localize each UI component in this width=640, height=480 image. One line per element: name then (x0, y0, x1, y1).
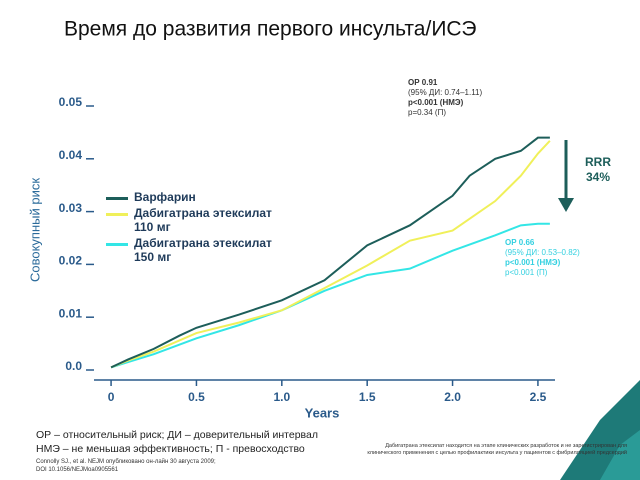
legend-item: Дабигатрана этексилат 150 мг (106, 236, 286, 264)
disclaimer: Дабигатрана этексилат находится на этапе… (367, 443, 627, 456)
y-tick-label: 0.03 (59, 201, 83, 215)
x-tick-label: 2.5 (530, 390, 547, 404)
y-tick-label: 0.05 (59, 95, 83, 109)
legend: Варфарин Дабигатрана этексилат 110 мг Даби… (106, 190, 286, 266)
legend-swatch (106, 243, 128, 246)
legend-label: Дабигатрана этексилат 150 мг (134, 236, 272, 264)
rrr-label: RRR (585, 155, 611, 169)
y-axis-label: Совокупный риск (27, 178, 42, 282)
x-tick-label: 1.0 (273, 390, 290, 404)
y-tick-label: 0.01 (59, 306, 83, 320)
reference-line: DOI 10.1056/NEJMoa0905561 (36, 467, 119, 473)
reference-line: Connolly SJ., et al. NEJM опубликовано о… (36, 459, 216, 465)
legend-item: Варфарин (106, 190, 286, 204)
footnote: НМЭ – не меньшая эффективность; П - прев… (36, 443, 305, 455)
x-tick-label: 1.5 (359, 390, 376, 404)
line-series (110, 140, 551, 369)
y-tick-label: 0.02 (59, 254, 83, 268)
y-tick-label: 0.04 (59, 148, 83, 162)
annotation-line: (95% ДИ: 0.74–1.11) (408, 88, 483, 97)
annotation-line: p<0.001 (НМЭ) (408, 98, 464, 107)
arrow-head (558, 198, 574, 212)
legend-label: Дабигатрана этексилат 110 мг (134, 206, 272, 234)
legend-label: Варфарин (134, 190, 196, 204)
rrr-value: 34% (586, 170, 610, 184)
annotation-line: p<0.001 (НМЭ) (505, 258, 561, 267)
reference: Connolly SJ., et al. NEJM опубликовано о… (36, 458, 216, 474)
decoration (600, 430, 640, 480)
footnote: ОР – относительный риск; ДИ – доверитель… (36, 429, 318, 441)
legend-item: Дабигатрана этексилат 110 мг (106, 206, 286, 234)
x-tick-label: 2.0 (444, 390, 461, 404)
x-tick-label: 0.5 (188, 390, 205, 404)
footnotes: ОР – относительный риск; ДИ – доверитель… (36, 428, 318, 456)
annotation: ОР 0.66 (95% ДИ: 0.53–0.82) p<0.001 (НМЭ) p… (505, 238, 580, 278)
x-axis-label: Years (305, 405, 340, 420)
annotation-line: p=0.34 (П) (408, 108, 446, 117)
line-series (110, 222, 550, 369)
legend-swatch (106, 197, 128, 200)
annotation-line: ОР 0.91 (408, 78, 438, 87)
x-tick-label: 0 (108, 390, 115, 404)
annotation-line: p<0.001 (П) (505, 268, 548, 277)
y-tick-label: 0.0 (65, 359, 82, 373)
chart-title: Время до развития первого инсульта/ИСЭ (64, 18, 476, 41)
line-series (110, 136, 550, 369)
annotation-line: ОР 0.66 (505, 238, 535, 247)
annotation-line: (95% ДИ: 0.53–0.82) (505, 248, 580, 257)
legend-swatch (106, 213, 128, 216)
annotation: ОР 0.91 (95% ДИ: 0.74–1.11) p<0.001 (НМЭ) p… (408, 78, 482, 118)
